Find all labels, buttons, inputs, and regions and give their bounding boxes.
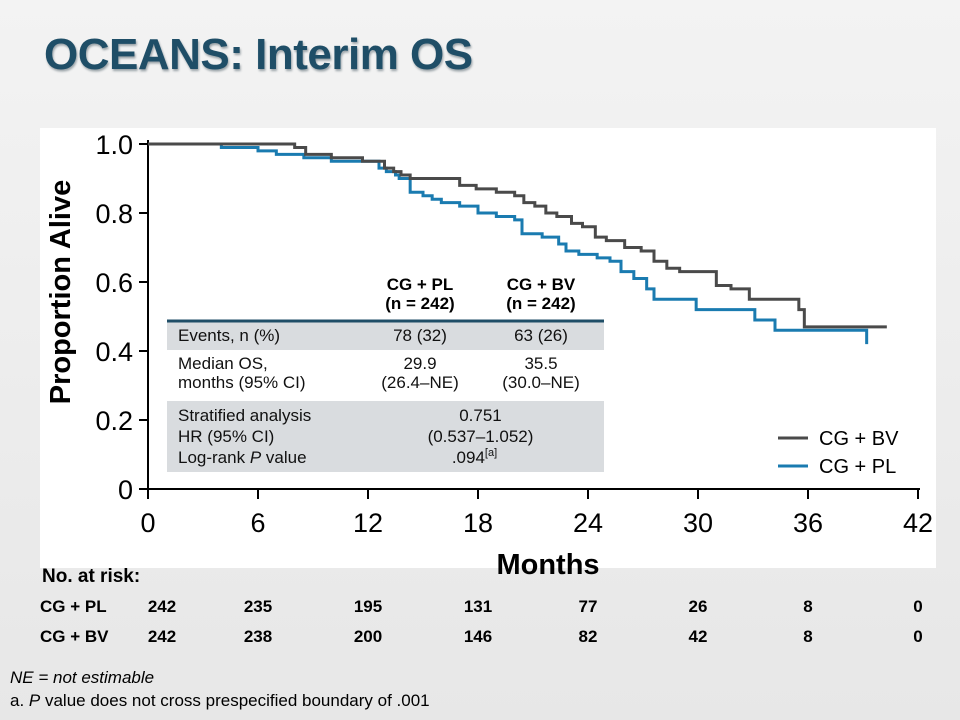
- logrank-label-text: Log-rank: [178, 448, 250, 467]
- stats-table: CG + PL(n = 242)CG + BV(n = 242)Events, …: [167, 275, 604, 472]
- risk-count: 200: [353, 627, 383, 646]
- footnote-a: a. P value does not cross prespecified b…: [10, 691, 430, 711]
- risk-count: 238: [243, 627, 273, 646]
- hr-value: 0.751: [459, 406, 502, 425]
- x-tick-label: 30: [683, 508, 713, 538]
- column-header-bv: CG + BV: [507, 275, 576, 294]
- risk-count: 8: [803, 597, 813, 616]
- table-cell-pl: 78 (32): [393, 326, 447, 345]
- table-cell-bv: 63 (26): [514, 326, 568, 345]
- footnote-a-rest: value does not cross prespecified bounda…: [40, 691, 430, 710]
- risk-count: 42: [688, 627, 708, 646]
- hr-label: HR (95% CI): [178, 427, 274, 446]
- risk-count: 0: [913, 627, 923, 646]
- y-tick-label: 0.6: [95, 268, 133, 298]
- legend-label: CG + BV: [819, 428, 899, 450]
- table-cell-pl: 29.9: [403, 354, 436, 373]
- risk-row: CG + BV 242 238 200 146 82 42 8 0: [0, 627, 960, 649]
- risk-count: 235: [243, 597, 273, 616]
- legend: CG + BV CG + PL: [778, 428, 899, 478]
- series-line-pl: [148, 142, 869, 345]
- x-tick-label: 36: [793, 508, 823, 538]
- footnote-a-p: P: [28, 691, 41, 710]
- table-row-label: months (95% CI): [178, 373, 306, 392]
- hr-ci: (0.537–1.052): [428, 427, 534, 446]
- table-cell-pl: (26.4–NE): [381, 373, 458, 392]
- risk-count: 242: [147, 627, 177, 646]
- table-band-events: [167, 322, 604, 350]
- p-value: .094[a]: [452, 447, 497, 467]
- risk-row: CG + PL 242 235 195 131 77 26 8 0: [0, 597, 960, 619]
- risk-count: 82: [578, 627, 598, 646]
- x-tick-label: 42: [903, 508, 933, 538]
- risk-count: 8: [803, 627, 813, 646]
- risk-table-title: No. at risk:: [42, 566, 141, 587]
- legend-label: CG + PL: [819, 456, 896, 478]
- axes: 0 0.2 0.4 0.6 0.8 1.0 0 6 12 18 24 30 36 42 Months Prop…: [45, 130, 933, 581]
- table-cell-bv: 35.5: [524, 354, 557, 373]
- table-row-label: Median OS,: [178, 354, 268, 373]
- risk-count: 77: [578, 597, 598, 616]
- logrank-label-p: P: [250, 448, 262, 467]
- logrank-label-rest: value: [261, 448, 306, 467]
- logrank-label: Log-rank P value: [178, 448, 307, 467]
- x-tick-label: 0: [140, 508, 155, 538]
- table-cell-bv: (30.0–NE): [502, 373, 579, 392]
- risk-row-label: CG + BV: [40, 627, 109, 646]
- y-axis-label: Proportion Alive: [45, 180, 77, 405]
- risk-count: 0: [913, 597, 923, 616]
- y-tick-label: 0.4: [95, 337, 133, 367]
- series-lines: [148, 142, 887, 345]
- series-line-bv: [148, 142, 887, 329]
- x-tick-label: 18: [463, 508, 493, 538]
- x-tick-label: 6: [250, 508, 265, 538]
- table-row-label: Events, n (%): [178, 326, 280, 345]
- risk-row-label: CG + PL: [40, 597, 107, 616]
- y-tick-label: 0: [118, 475, 133, 505]
- x-tick-label: 24: [573, 508, 603, 538]
- y-tick-label: 0.2: [95, 406, 133, 436]
- footnote-ne: NE = not estimable: [10, 668, 155, 687]
- y-tick-label: 1.0: [95, 130, 133, 160]
- column-header-bv: (n = 242): [506, 294, 575, 313]
- x-tick-label: 12: [353, 508, 383, 538]
- p-value-text: .094: [452, 448, 485, 467]
- p-value-superscript: [a]: [485, 447, 497, 459]
- risk-count: 146: [463, 627, 493, 646]
- stratified-label: Stratified analysis: [178, 406, 311, 425]
- y-tick-label: 0.8: [95, 199, 133, 229]
- slide-title: OCEANS: Interim OS: [44, 30, 473, 79]
- x-axis-label: Months: [496, 549, 599, 581]
- column-header-pl: CG + PL: [387, 275, 454, 294]
- table-band-stratified: [167, 401, 604, 472]
- footnote-a-prefix: a.: [10, 691, 29, 710]
- risk-count: 242: [147, 597, 177, 616]
- column-header-pl: (n = 242): [385, 294, 454, 313]
- risk-count: 195: [353, 597, 383, 616]
- risk-count: 26: [688, 597, 708, 616]
- risk-count: 131: [463, 597, 493, 616]
